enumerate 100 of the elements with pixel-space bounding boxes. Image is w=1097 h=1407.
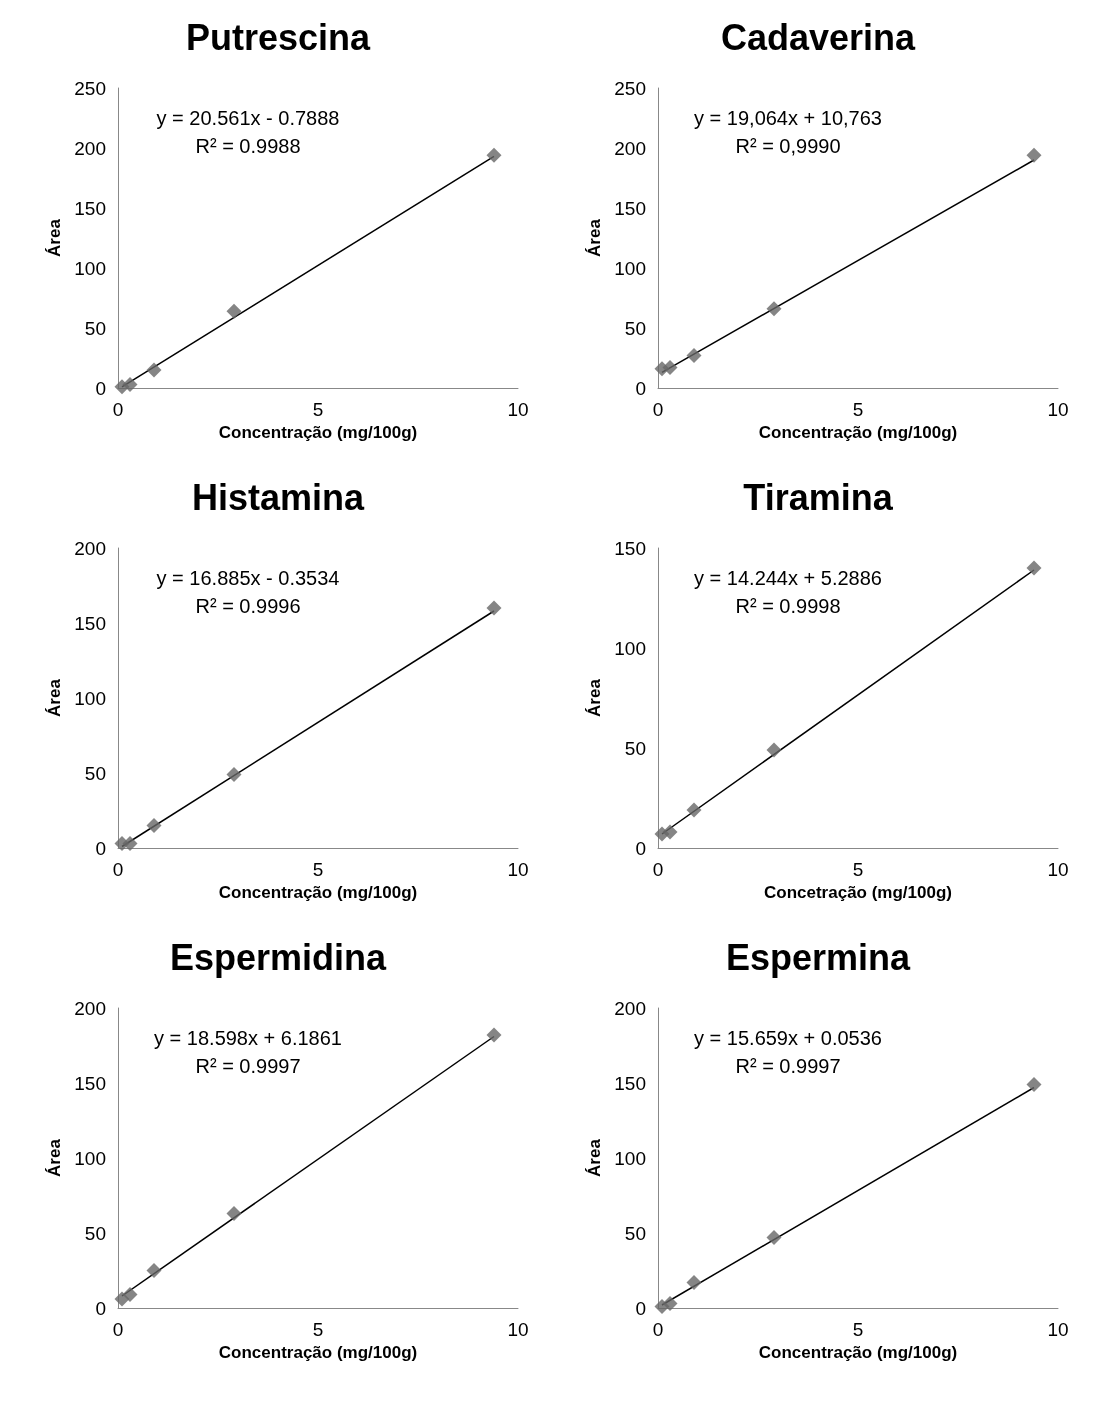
point xyxy=(146,1263,162,1278)
point xyxy=(122,1287,138,1302)
y-axis-title: Área xyxy=(585,218,605,257)
y-tick-label: 150 xyxy=(614,1072,646,1094)
point xyxy=(686,1275,702,1290)
annotation: R² = 0.9988 xyxy=(195,135,301,157)
annotation: R² = 0.9997 xyxy=(735,1055,841,1077)
point xyxy=(1026,560,1042,576)
y-tick-label: 50 xyxy=(624,317,646,339)
point xyxy=(146,362,162,378)
y-tick-label: 0 xyxy=(95,837,106,859)
annotation: y = 14.244x + 5.2886 xyxy=(694,567,882,589)
y-axis-title: Área xyxy=(45,218,65,257)
y-tick-label: 50 xyxy=(84,317,106,339)
y-axis-title: Área xyxy=(45,1138,65,1177)
y-tick-label: 0 xyxy=(635,1297,646,1319)
point xyxy=(226,767,242,782)
annotation: y = 15.659x + 0.0536 xyxy=(694,1027,882,1049)
point xyxy=(122,836,138,851)
point xyxy=(122,376,138,392)
annotation: R² = 0.9998 xyxy=(735,595,841,617)
y-tick-label: 150 xyxy=(74,197,106,219)
x-axis-title: Concentração (mg/100g) xyxy=(758,1342,958,1362)
y-tick-label: 150 xyxy=(74,1072,106,1094)
annotation: y = 20.561x - 0.7888 xyxy=(156,107,340,129)
point xyxy=(1026,1077,1042,1092)
point xyxy=(686,348,702,364)
x-tick-label: 0 xyxy=(652,859,664,880)
x-tick-label: 10 xyxy=(1047,1319,1069,1340)
x-tick-label: 10 xyxy=(1047,399,1069,420)
y-tick-label: 150 xyxy=(614,197,646,219)
point xyxy=(226,303,242,319)
x-tick-label: 10 xyxy=(507,1319,529,1340)
point xyxy=(766,742,782,758)
point xyxy=(662,360,678,376)
annotation: y = 19,064x + 10,763 xyxy=(694,107,882,129)
point xyxy=(1026,147,1042,163)
y-tick-label: 100 xyxy=(74,687,106,709)
y-tick-label: 100 xyxy=(614,1147,646,1169)
x-tick-label: 10 xyxy=(507,859,529,880)
y-axis-title: Área xyxy=(45,678,65,717)
x-tick-label: 10 xyxy=(507,399,529,420)
chart-title: Espermina xyxy=(725,936,912,978)
y-tick-label: 200 xyxy=(74,137,106,159)
y-tick-label: 100 xyxy=(74,257,106,279)
point xyxy=(766,301,782,317)
point xyxy=(486,600,502,616)
x-tick-label: 5 xyxy=(312,859,324,880)
x-tick-label: 0 xyxy=(112,1319,124,1340)
x-tick-label: 0 xyxy=(652,1319,664,1340)
point xyxy=(486,1027,502,1043)
point xyxy=(662,1296,678,1311)
y-tick-label: 100 xyxy=(614,637,646,659)
y-tick-label: 200 xyxy=(74,997,106,1019)
chart-title: Espermidina xyxy=(169,936,388,978)
y-tick-label: 150 xyxy=(614,537,646,559)
annotation: y = 18.598x + 6.1861 xyxy=(154,1027,342,1049)
y-tick-label: 200 xyxy=(74,537,106,559)
y-tick-label: 200 xyxy=(614,997,646,1019)
y-tick-label: 100 xyxy=(74,1147,106,1169)
y-tick-label: 150 xyxy=(74,612,106,634)
x-axis-title: Concetração (mg/100g) xyxy=(764,882,952,902)
x-tick-label: 5 xyxy=(852,399,864,420)
point xyxy=(146,818,162,833)
x-tick-label: 5 xyxy=(852,1319,864,1340)
x-tick-label: 10 xyxy=(1047,859,1069,880)
annotation: R² = 0.9997 xyxy=(195,1055,301,1077)
annotation: R² = 0.9996 xyxy=(195,595,301,617)
point xyxy=(486,147,502,163)
point xyxy=(662,824,678,840)
chart-title: Histamina xyxy=(191,476,365,518)
y-tick-label: 50 xyxy=(84,1222,106,1244)
x-tick-label: 0 xyxy=(112,859,124,880)
x-tick-label: 5 xyxy=(312,399,324,420)
x-tick-label: 5 xyxy=(852,859,864,880)
x-axis-title: Concentração (mg/100g) xyxy=(218,882,418,902)
y-tick-label: 50 xyxy=(84,762,106,784)
annotation: R² = 0,9990 xyxy=(735,135,841,157)
y-axis-title: Área xyxy=(585,1138,605,1177)
y-tick-label: 100 xyxy=(614,257,646,279)
y-tick-label: 0 xyxy=(95,1297,106,1319)
y-tick-label: 50 xyxy=(624,1222,646,1244)
y-tick-label: 0 xyxy=(635,837,646,859)
x-tick-label: 0 xyxy=(652,399,664,420)
x-axis-title: Concentração (mg/100g) xyxy=(758,422,958,442)
y-axis-title: Área xyxy=(585,678,605,717)
point xyxy=(766,1230,782,1245)
annotation: y = 16.885x - 0.3534 xyxy=(156,567,340,589)
y-tick-label: 250 xyxy=(74,77,106,99)
point xyxy=(226,1206,242,1221)
x-axis-title: Concentração (mg/100g) xyxy=(218,1342,418,1362)
y-tick-label: 250 xyxy=(614,77,646,99)
x-tick-label: 0 xyxy=(112,399,124,420)
point xyxy=(686,802,702,818)
y-tick-label: 200 xyxy=(614,137,646,159)
y-tick-label: 50 xyxy=(624,737,646,759)
x-tick-label: 5 xyxy=(312,1319,324,1340)
x-axis-title: Concentração (mg/100g) xyxy=(218,422,418,442)
chart-title: Putrescina xyxy=(185,16,372,58)
chart-title: Cadaverina xyxy=(720,16,917,58)
